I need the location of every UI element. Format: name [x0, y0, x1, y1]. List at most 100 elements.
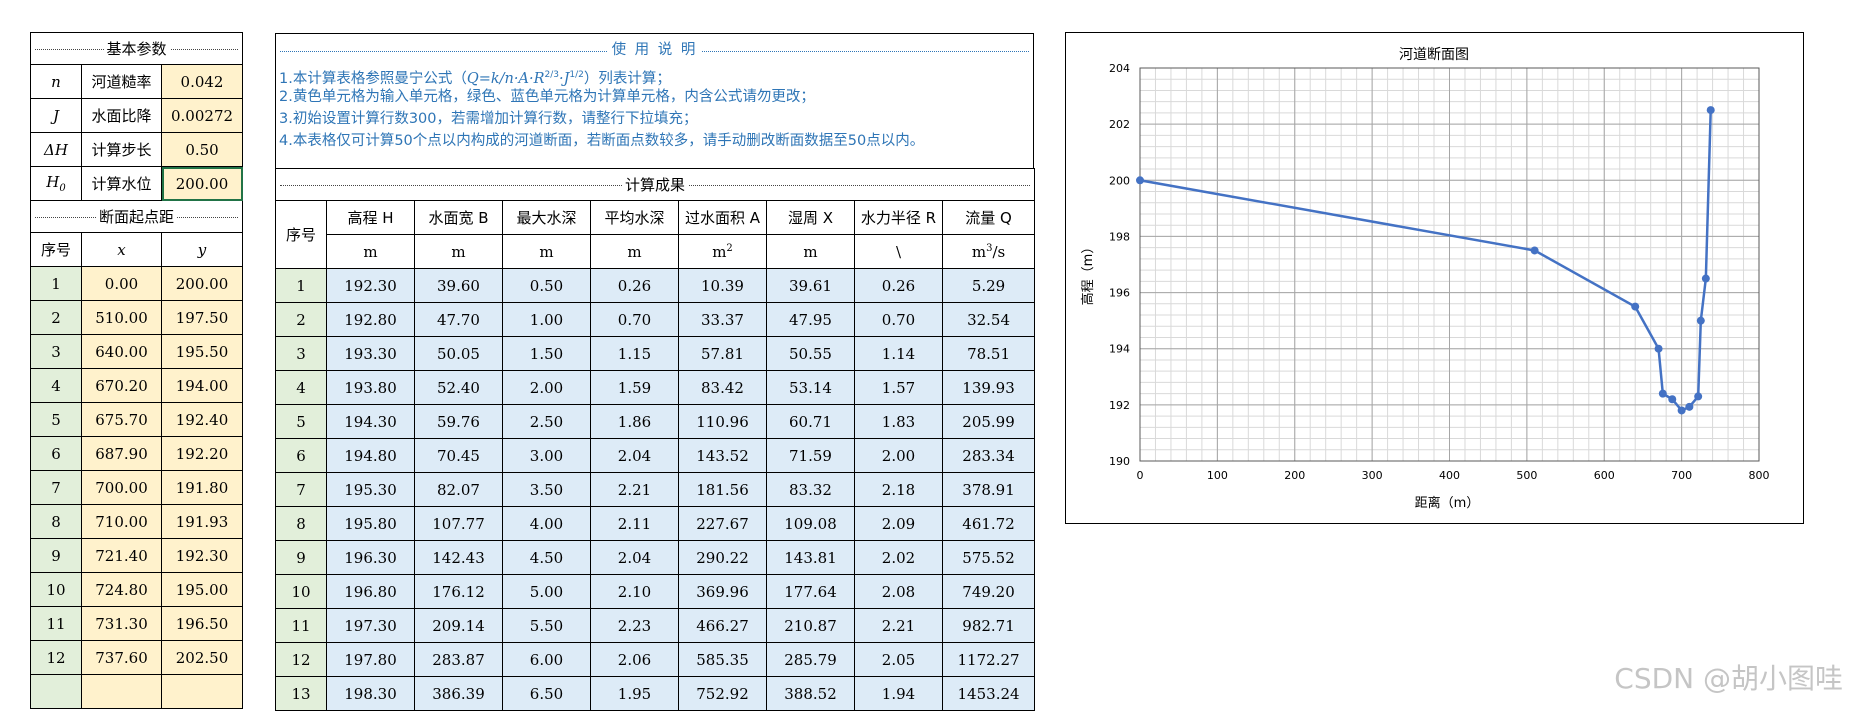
chart-title: 河道断面图 [1399, 47, 1469, 63]
section-y-cell[interactable]: 192.30 [160, 538, 244, 573]
result-elevation-cell: 197.80 [326, 642, 415, 677]
section-x-cell[interactable]: 510.00 [81, 300, 162, 335]
usage-line-4: 4.本表格仅可计算50个点以内构成的河道断面，若断面点数较多，请手动删改断面数据… [279, 133, 925, 149]
result-radius-cell: 1.94 [854, 676, 943, 711]
section-title: 断面起点距 [29, 200, 244, 233]
result-row: 1 192.30 39.60 0.50 0.26 10.39 39.61 0.26 5.29 [275, 268, 1036, 303]
section-y-cell[interactable]: 195.50 [160, 334, 244, 369]
result-area-cell: 10.39 [678, 268, 767, 303]
sym-j: J [30, 98, 82, 133]
section-point [1136, 176, 1144, 185]
section-seq-cell: 4 [30, 368, 82, 403]
result-seq-cell: 9 [275, 540, 327, 575]
section-y-cell[interactable]: 191.93 [160, 504, 244, 539]
header-area: 过水面积 A [678, 200, 767, 235]
result-perimeter-cell: 71.59 [766, 438, 855, 473]
result-width-cell: 142.43 [414, 540, 503, 575]
section-point [1696, 316, 1705, 325]
result-perimeter-cell: 53.14 [766, 370, 855, 405]
section-row: 6 687.90 192.20 [30, 436, 244, 471]
section-y-cell[interactable]: 194.00 [160, 368, 244, 403]
usage-notes: 使 用 说 明 1.本计算表格参照曼宁公式（Q=k/n·A·R2/3·J1/2）… [275, 33, 1034, 169]
result-seq-cell: 10 [275, 574, 327, 609]
input-slope[interactable]: 0.00272 [160, 98, 244, 133]
x-tick-label: 300 [1362, 469, 1383, 482]
result-flow-cell: 32.54 [941, 302, 1036, 337]
result-radius-cell: 2.05 [854, 642, 943, 677]
result-width-cell: 386.39 [414, 676, 503, 711]
section-x-cell[interactable]: 640.00 [81, 334, 162, 369]
result-area-cell: 290.22 [678, 540, 767, 575]
result-radius-cell: 2.08 [854, 574, 943, 609]
section-y-cell[interactable]: 196.50 [160, 606, 244, 641]
section-row: 2 510.00 197.50 [30, 300, 244, 335]
header-width: 水面宽 B [414, 200, 503, 235]
section-x-cell[interactable]: 675.70 [81, 402, 162, 437]
unit-radius: \ [854, 234, 943, 269]
result-row: 8 195.80 107.77 4.00 2.11 227.67 109.08 2.09 461… [275, 506, 1036, 541]
section-x-cell[interactable]: 724.80 [81, 572, 162, 607]
result-radius-cell: 1.14 [854, 336, 943, 371]
input-water-level[interactable]: 200.00 [160, 166, 244, 201]
section-empty-cell[interactable] [160, 674, 244, 709]
section-y-cell[interactable]: 202.50 [160, 640, 244, 675]
section-x-cell[interactable]: 710.00 [81, 504, 162, 539]
x-tick-label: 600 [1594, 469, 1615, 482]
section-x-cell[interactable]: 731.30 [81, 606, 162, 641]
section-y-cell[interactable]: 192.20 [160, 436, 244, 471]
result-elevation-cell: 198.30 [326, 676, 415, 711]
section-row: 10 724.80 195.00 [30, 572, 244, 607]
result-radius-cell: 0.26 [854, 268, 943, 303]
section-y-cell[interactable]: 195.00 [160, 572, 244, 607]
section-y-cell[interactable]: 192.40 [160, 402, 244, 437]
result-max-depth-cell: 1.00 [502, 302, 591, 337]
section-row: 3 640.00 195.50 [30, 334, 244, 369]
y-tick-label: 190 [1109, 455, 1130, 468]
section-seq-cell: 10 [30, 572, 82, 607]
result-perimeter-cell: 50.55 [766, 336, 855, 371]
result-row: 7 195.30 82.07 3.50 2.21 181.56 83.32 2.18 378.9… [275, 472, 1036, 507]
result-elevation-cell: 194.80 [326, 438, 415, 473]
section-x-cell[interactable]: 721.40 [81, 538, 162, 573]
result-max-depth-cell: 5.50 [502, 608, 591, 643]
result-area-cell: 181.56 [678, 472, 767, 507]
result-avg-depth-cell: 1.15 [590, 336, 679, 371]
result-flow-cell: 78.51 [941, 336, 1036, 371]
section-y-cell[interactable]: 197.50 [160, 300, 244, 335]
result-width-cell: 70.45 [414, 438, 503, 473]
unit-perimeter: m [766, 234, 855, 269]
section-x-cell[interactable]: 700.00 [81, 470, 162, 505]
result-flow-cell: 5.29 [941, 268, 1036, 303]
input-roughness[interactable]: 0.042 [160, 64, 244, 99]
section-empty-cell[interactable] [81, 674, 162, 709]
result-row: 5 194.30 59.76 2.50 1.86 110.96 60.71 1.83 205.9… [275, 404, 1036, 439]
section-y-cell[interactable]: 191.80 [160, 470, 244, 505]
section-x-cell[interactable]: 737.60 [81, 640, 162, 675]
result-avg-depth-cell: 2.21 [590, 472, 679, 507]
result-seq-cell: 4 [275, 370, 327, 405]
result-seq-cell: 1 [275, 268, 327, 303]
section-x-cell[interactable]: 687.90 [81, 436, 162, 471]
section-x-cell[interactable]: 670.20 [81, 368, 162, 403]
label-step: 计算步长 [81, 132, 162, 167]
input-step[interactable]: 0.50 [160, 132, 244, 167]
result-max-depth-cell: 3.50 [502, 472, 591, 507]
x-tick-label: 700 [1671, 469, 1692, 482]
result-flow-cell: 1453.24 [941, 676, 1036, 711]
result-area-cell: 110.96 [678, 404, 767, 439]
result-area-cell: 57.81 [678, 336, 767, 371]
result-elevation-cell: 196.80 [326, 574, 415, 609]
section-seq-cell: 3 [30, 334, 82, 369]
result-perimeter-cell: 210.87 [766, 608, 855, 643]
section-seq-cell: 11 [30, 606, 82, 641]
result-max-depth-cell: 6.00 [502, 642, 591, 677]
usage-line-2: 2.黄色单元格为输入单元格，绿色、蓝色单元格为计算单元格，内含公式请勿更改； [279, 89, 815, 105]
result-perimeter-cell: 388.52 [766, 676, 855, 711]
result-flow-cell: 205.99 [941, 404, 1036, 439]
section-y-cell[interactable]: 200.00 [160, 266, 244, 301]
result-width-cell: 59.76 [414, 404, 503, 439]
result-width-cell: 50.05 [414, 336, 503, 371]
result-avg-depth-cell: 2.23 [590, 608, 679, 643]
result-width-cell: 283.87 [414, 642, 503, 677]
section-x-cell[interactable]: 0.00 [81, 266, 162, 301]
